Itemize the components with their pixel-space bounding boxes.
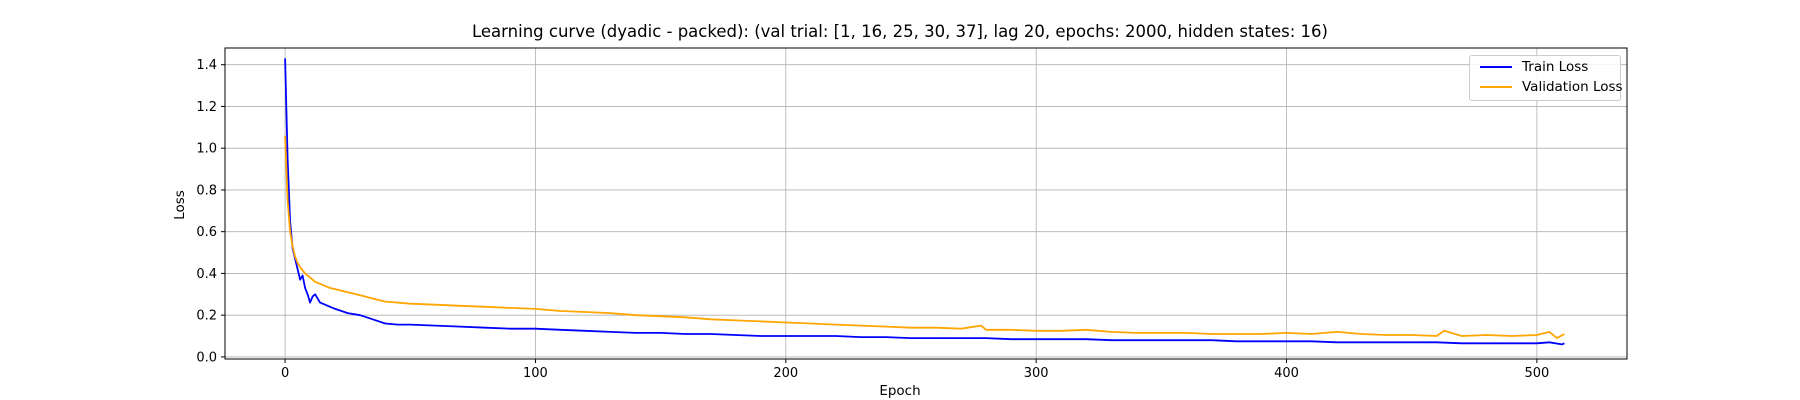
x-axis-label: Epoch <box>879 383 921 399</box>
y-tick-label: 0.0 <box>196 350 217 365</box>
chart-legend: Train Loss Validation Loss <box>1469 55 1623 101</box>
chart-title: Learning curve (dyadic - packed): (val t… <box>472 22 1328 41</box>
x-tick-label: 100 <box>523 366 548 381</box>
y-tick-label: 0.2 <box>196 309 217 324</box>
x-tick-label: 0 <box>281 366 289 381</box>
y-tick-label: 0.6 <box>196 225 217 240</box>
series-line-validation-loss <box>284 135 1565 340</box>
x-tick-label: 400 <box>1274 366 1299 381</box>
legend-swatch-validation-loss <box>1480 86 1512 88</box>
x-tick-label: 300 <box>1024 366 1049 381</box>
series-line-train-loss <box>284 58 1565 346</box>
y-tick-label: 1.4 <box>196 58 217 73</box>
x-tick-label: 200 <box>773 366 798 381</box>
legend-swatch-train-loss <box>1480 66 1512 68</box>
legend-entry-train-loss: Train Loss <box>1480 59 1588 75</box>
y-tick-label: 1.0 <box>196 142 217 157</box>
y-tick-label: 0.8 <box>196 183 217 198</box>
legend-entry-validation-loss: Validation Loss <box>1480 79 1623 95</box>
x-tick-label: 500 <box>1524 366 1549 381</box>
y-axis-label: Loss <box>172 190 188 220</box>
y-tick-label: 1.2 <box>196 100 217 115</box>
legend-label-train-loss: Train Loss <box>1522 59 1589 75</box>
y-tick-label: 0.4 <box>196 267 217 282</box>
legend-label-validation-loss: Validation Loss <box>1522 79 1623 95</box>
plot-frame <box>224 47 1628 360</box>
